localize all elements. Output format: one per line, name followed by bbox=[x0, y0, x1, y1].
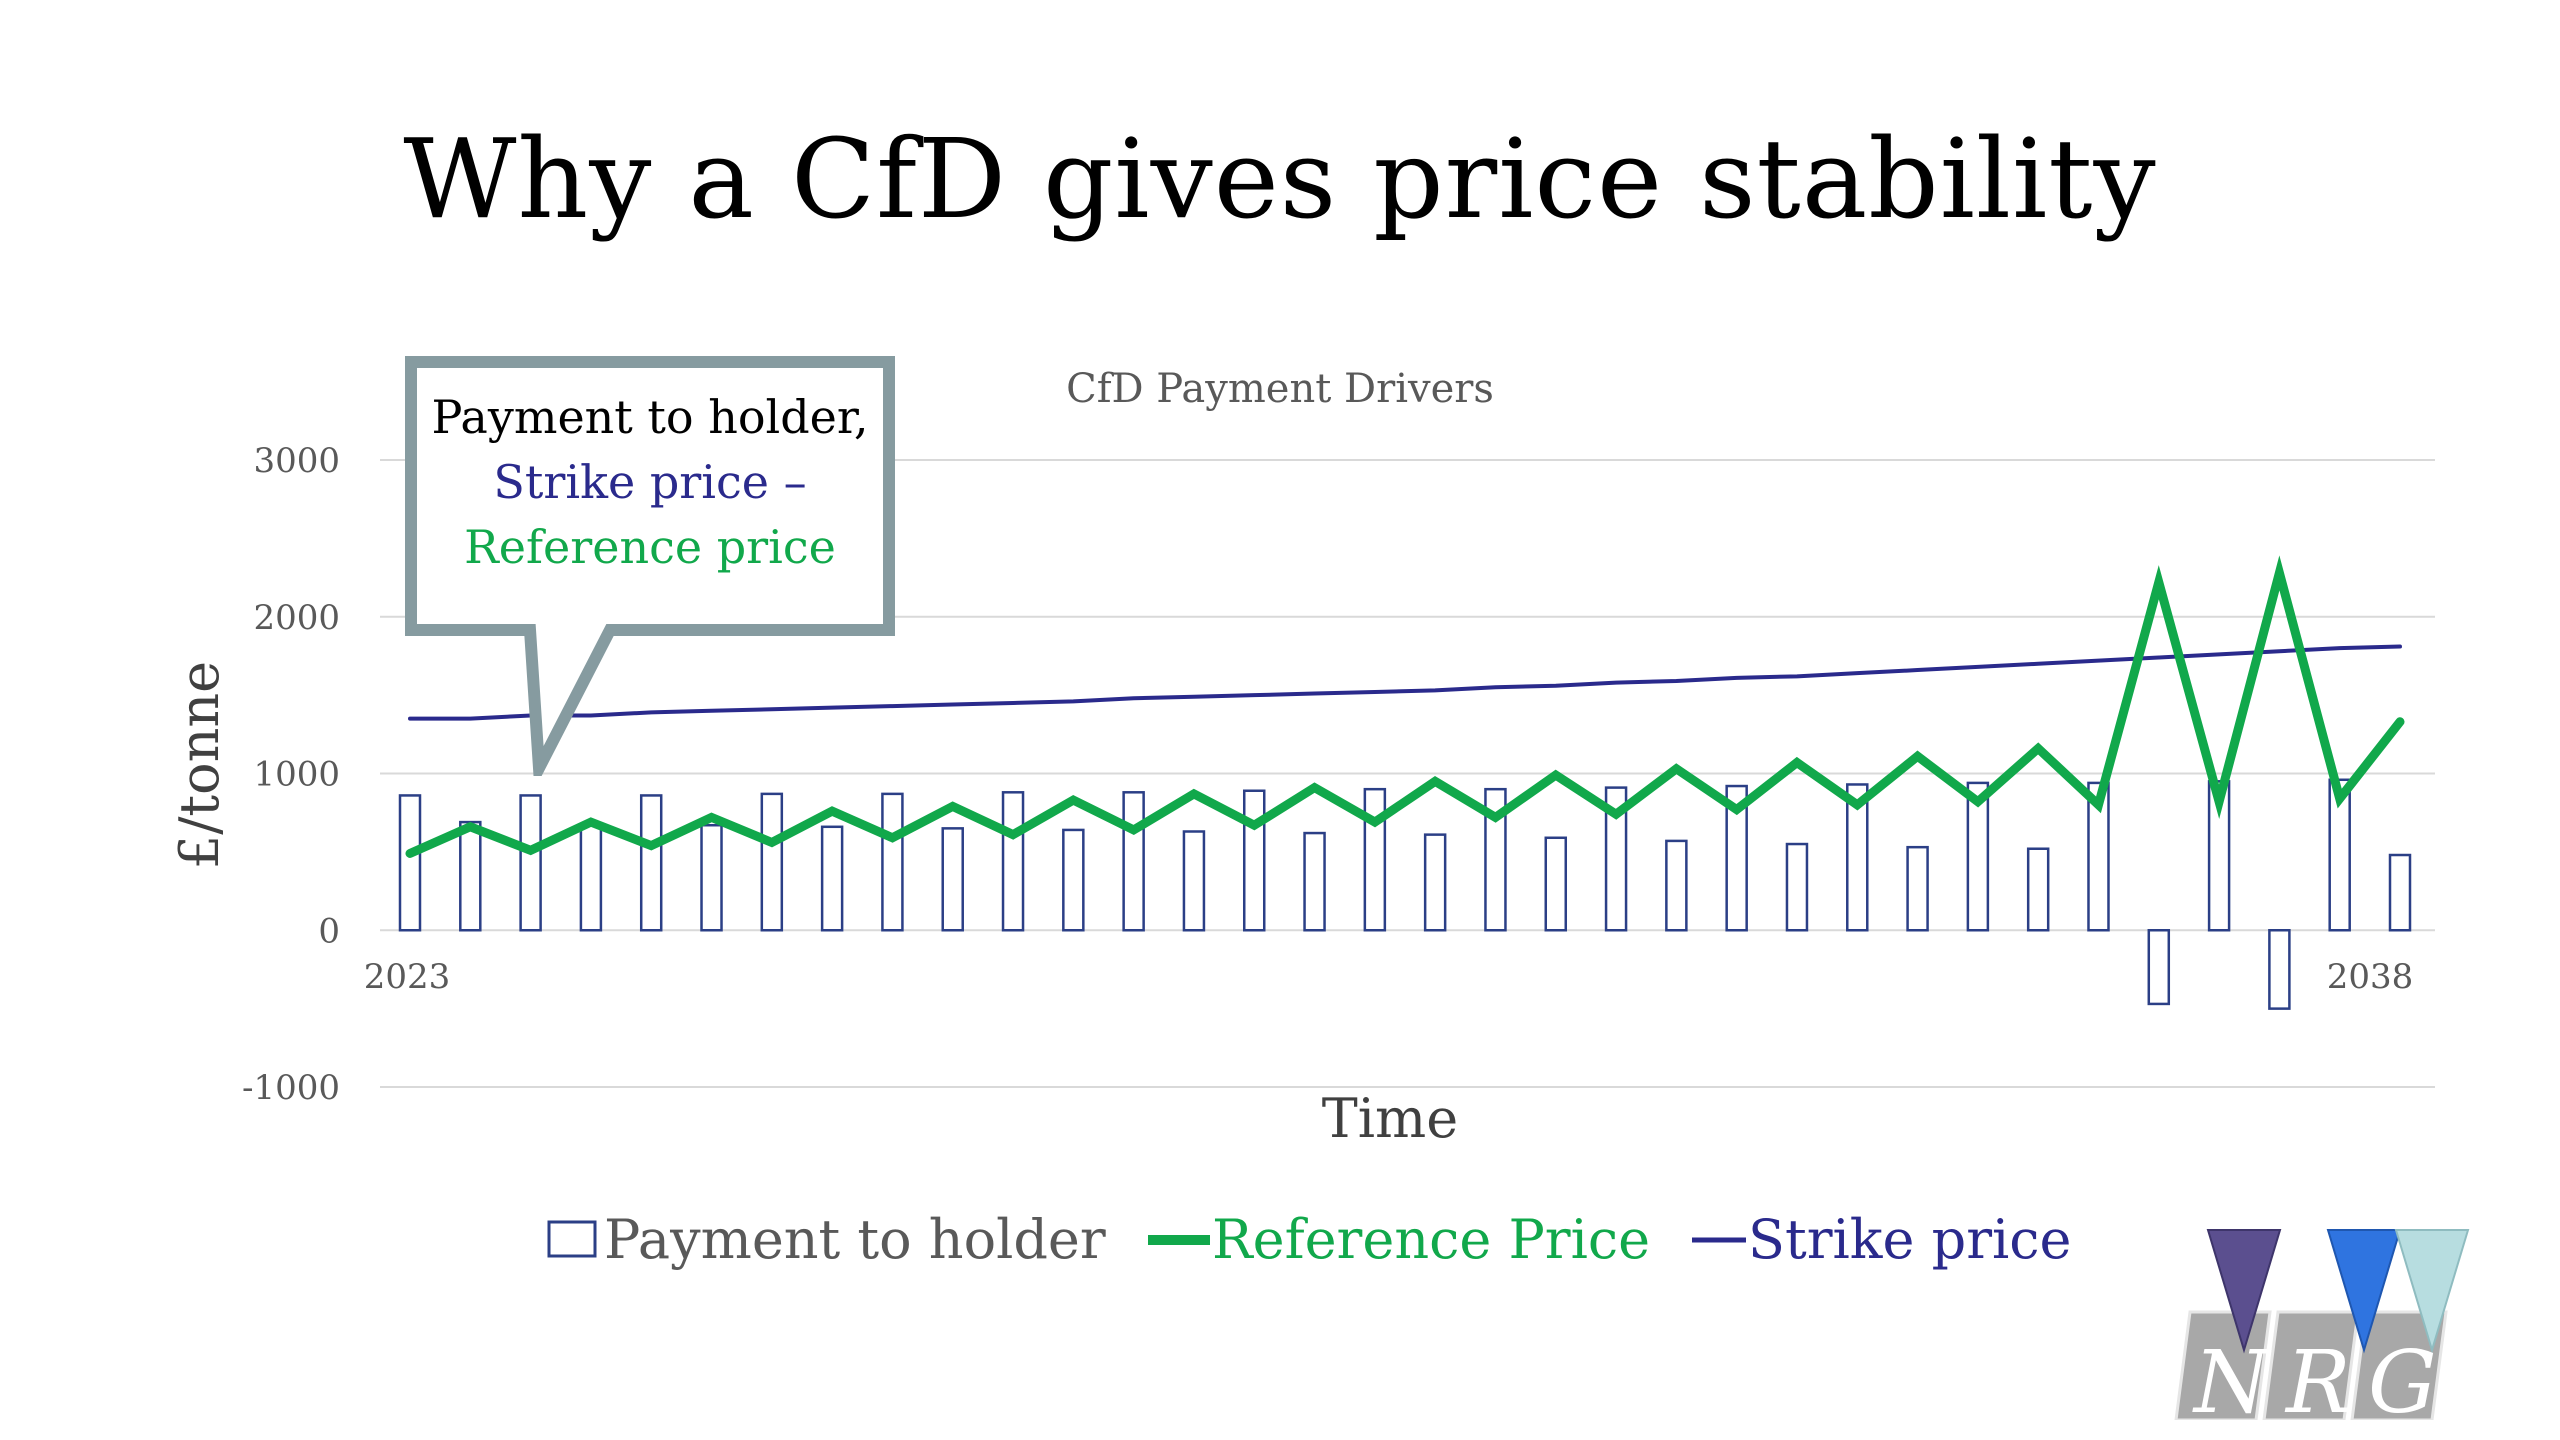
payment-bar-3 bbox=[519, 794, 542, 932]
y-tick-label-1000: 1000 bbox=[253, 755, 340, 795]
nrg-logo: N R G bbox=[2174, 1229, 2470, 1420]
payment-bar-10 bbox=[941, 827, 964, 932]
y-tick-label-0: 0 bbox=[318, 911, 340, 951]
logo-triangle-2 bbox=[2326, 1229, 2402, 1354]
logo-letter-n: N bbox=[2192, 1333, 2272, 1420]
logo-letter-r: R bbox=[2284, 1333, 2351, 1420]
payment-bar-12 bbox=[1062, 828, 1085, 932]
payment-bar-14 bbox=[1182, 830, 1206, 932]
logo-triangles bbox=[2206, 1229, 2470, 1354]
payment-bar-15 bbox=[1242, 789, 1266, 932]
chart-title: CfD Payment Drivers bbox=[1066, 366, 1494, 412]
strike-price-line bbox=[408, 644, 2402, 721]
payment-bar-5 bbox=[639, 794, 663, 932]
callout-line-payment: Payment to holder, bbox=[431, 390, 869, 444]
payment-bar-1 bbox=[398, 794, 422, 932]
payment-bar-32 bbox=[2268, 929, 2291, 1010]
payment-bar-4 bbox=[579, 823, 603, 932]
payment-bar-34 bbox=[2388, 853, 2412, 932]
payment-bar-16 bbox=[1303, 831, 1326, 932]
legend-label-payment: Payment to holder bbox=[604, 1208, 1106, 1271]
callout-line-reference: Reference price bbox=[464, 520, 836, 574]
payment-bar-24 bbox=[1785, 842, 1809, 932]
y-tick-label-2000: 2000 bbox=[253, 598, 340, 638]
payment-bar-7 bbox=[760, 792, 784, 932]
payment-bar-29 bbox=[2087, 781, 2110, 932]
legend-swatch-payment bbox=[547, 1220, 597, 1258]
payment-bar-22 bbox=[1665, 839, 1688, 932]
payment-bar-27 bbox=[1966, 781, 1990, 932]
payment-bars bbox=[398, 778, 2412, 1010]
payment-bar-31 bbox=[2207, 780, 2231, 932]
y-axis-ticks: -1000 0 1000 2000 3000 bbox=[242, 441, 340, 1108]
payment-bar-2 bbox=[459, 820, 482, 932]
payment-bar-18 bbox=[1423, 833, 1447, 932]
x-tick-label-first: 2023 bbox=[364, 957, 451, 997]
payment-bar-26 bbox=[1906, 845, 1929, 932]
payment-bar-9 bbox=[881, 792, 904, 932]
payment-bar-8 bbox=[820, 825, 844, 932]
legend-label-reference: Reference Price bbox=[1212, 1208, 1650, 1271]
payment-bar-6 bbox=[700, 823, 723, 932]
payment-bar-28 bbox=[2026, 847, 2050, 932]
x-axis-title: Time bbox=[1322, 1087, 1458, 1150]
legend: Payment to holder Reference Price Strike… bbox=[547, 1208, 2071, 1271]
callout-bubble bbox=[405, 356, 895, 776]
reference-price-line bbox=[405, 555, 2405, 858]
payment-bar-30 bbox=[2147, 929, 2171, 1006]
price-lines bbox=[405, 555, 2405, 858]
legend-label-strike: Strike price bbox=[1748, 1208, 2071, 1271]
payment-bar-11 bbox=[1001, 791, 1025, 932]
payment-bar-33 bbox=[2328, 778, 2351, 932]
payment-bar-23 bbox=[1725, 784, 1748, 932]
payment-bar-13 bbox=[1122, 791, 1145, 932]
y-tick-label--1000: -1000 bbox=[242, 1068, 340, 1108]
logo-tiles bbox=[2174, 1310, 2448, 1420]
x-tick-label-last: 2038 bbox=[2327, 957, 2414, 997]
callout-line-strike: Strike price – bbox=[493, 455, 807, 509]
payment-bar-20 bbox=[1544, 836, 1568, 932]
y-axis-title: £/tonne bbox=[168, 661, 231, 869]
payment-bar-25 bbox=[1846, 783, 1869, 932]
logo-triangle-1 bbox=[2206, 1229, 2282, 1354]
logo-triangle-3 bbox=[2394, 1229, 2470, 1354]
logo-letter-g: G bbox=[2368, 1333, 2437, 1420]
payment-bar-17 bbox=[1363, 787, 1387, 932]
callout-text: Payment to holder, Strike price – Refere… bbox=[405, 385, 895, 580]
slide-title: Why a CfD gives price stability bbox=[403, 115, 2157, 243]
payment-bar-19 bbox=[1484, 787, 1507, 932]
payment-bar-21 bbox=[1604, 786, 1628, 932]
y-tick-label-3000: 3000 bbox=[253, 441, 340, 481]
